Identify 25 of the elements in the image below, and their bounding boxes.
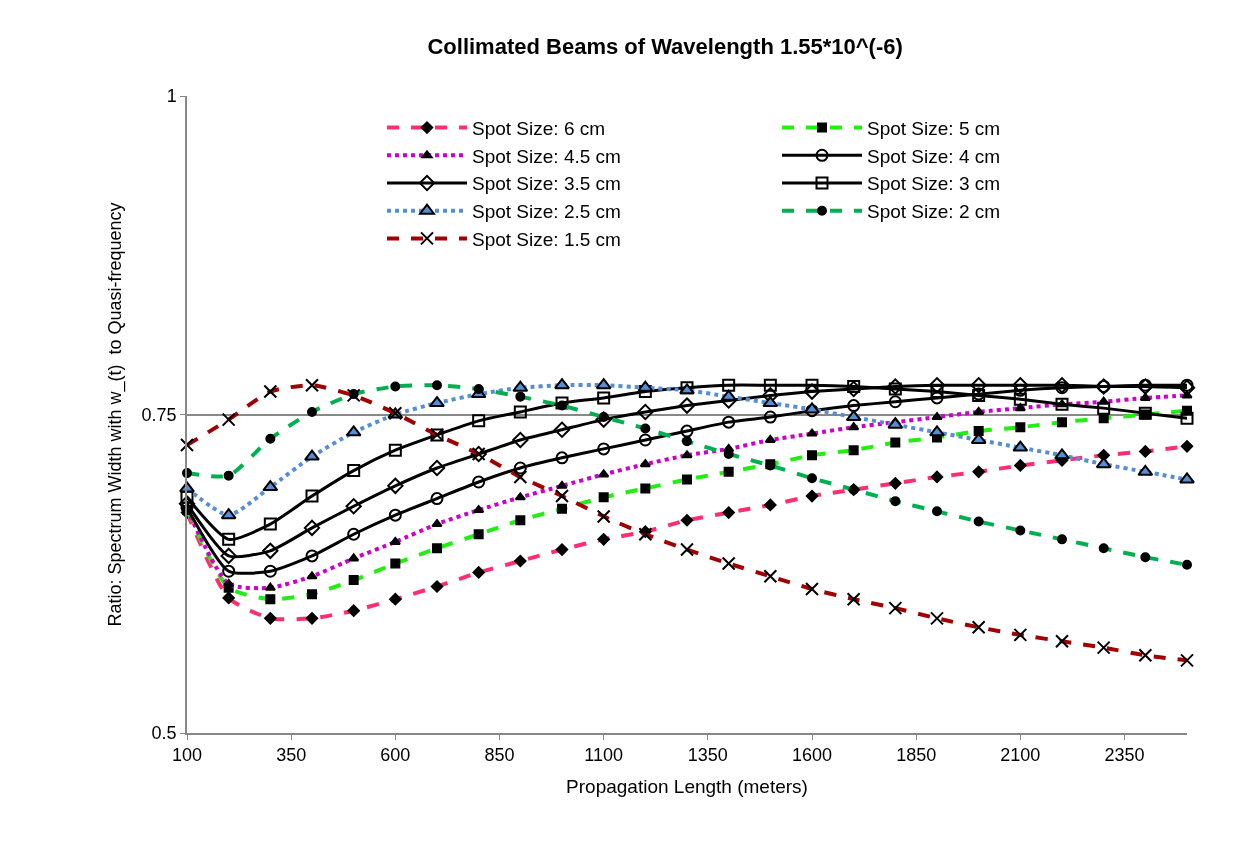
x-tick-label: 100 <box>171 745 203 766</box>
y-tick-label: 0.5 <box>151 723 177 744</box>
x-tick-label: 1850 <box>896 745 937 766</box>
x-tick-label: 1600 <box>791 745 833 766</box>
legend-label: Spot Size: 1.5 cm <box>472 228 621 250</box>
x-tick-label: 350 <box>276 745 307 766</box>
x-tick-label: 600 <box>380 745 411 766</box>
legend-label: Spot Size: 2 cm <box>867 201 1001 223</box>
legend-label: Spot Size: 4 cm <box>867 145 1001 167</box>
x-tick-label: 850 <box>484 745 515 766</box>
x-tick-label: 2350 <box>1104 745 1145 766</box>
x-tick-label: 2100 <box>1000 745 1041 766</box>
legend-label: Spot Size: 5 cm <box>867 118 1001 139</box>
legend-label: Spot Size: 2.5 cm <box>472 201 621 223</box>
legend-label: Spot Size: 4.5 cm <box>472 145 621 167</box>
chart-title: Collimated Beams of Wavelength 1.55*10^(-6) <box>427 33 903 59</box>
y-axis-title: Ratio: Spectrum Width with w_(t) to Quasi-frequency <box>105 202 127 627</box>
legend-label: Spot Size: 6 cm <box>472 118 606 139</box>
legend-label: Spot Size: 3.5 cm <box>472 173 621 195</box>
x-tick-label: 1100 <box>584 745 624 766</box>
x-tick-label: 1350 <box>687 745 728 766</box>
y-tick-label: 0.75 <box>141 404 177 425</box>
y-tick-label: 1 <box>166 86 177 107</box>
x-axis-title: Propagation Length (meters) <box>566 775 808 797</box>
legend-label: Spot Size: 3 cm <box>867 173 1001 195</box>
